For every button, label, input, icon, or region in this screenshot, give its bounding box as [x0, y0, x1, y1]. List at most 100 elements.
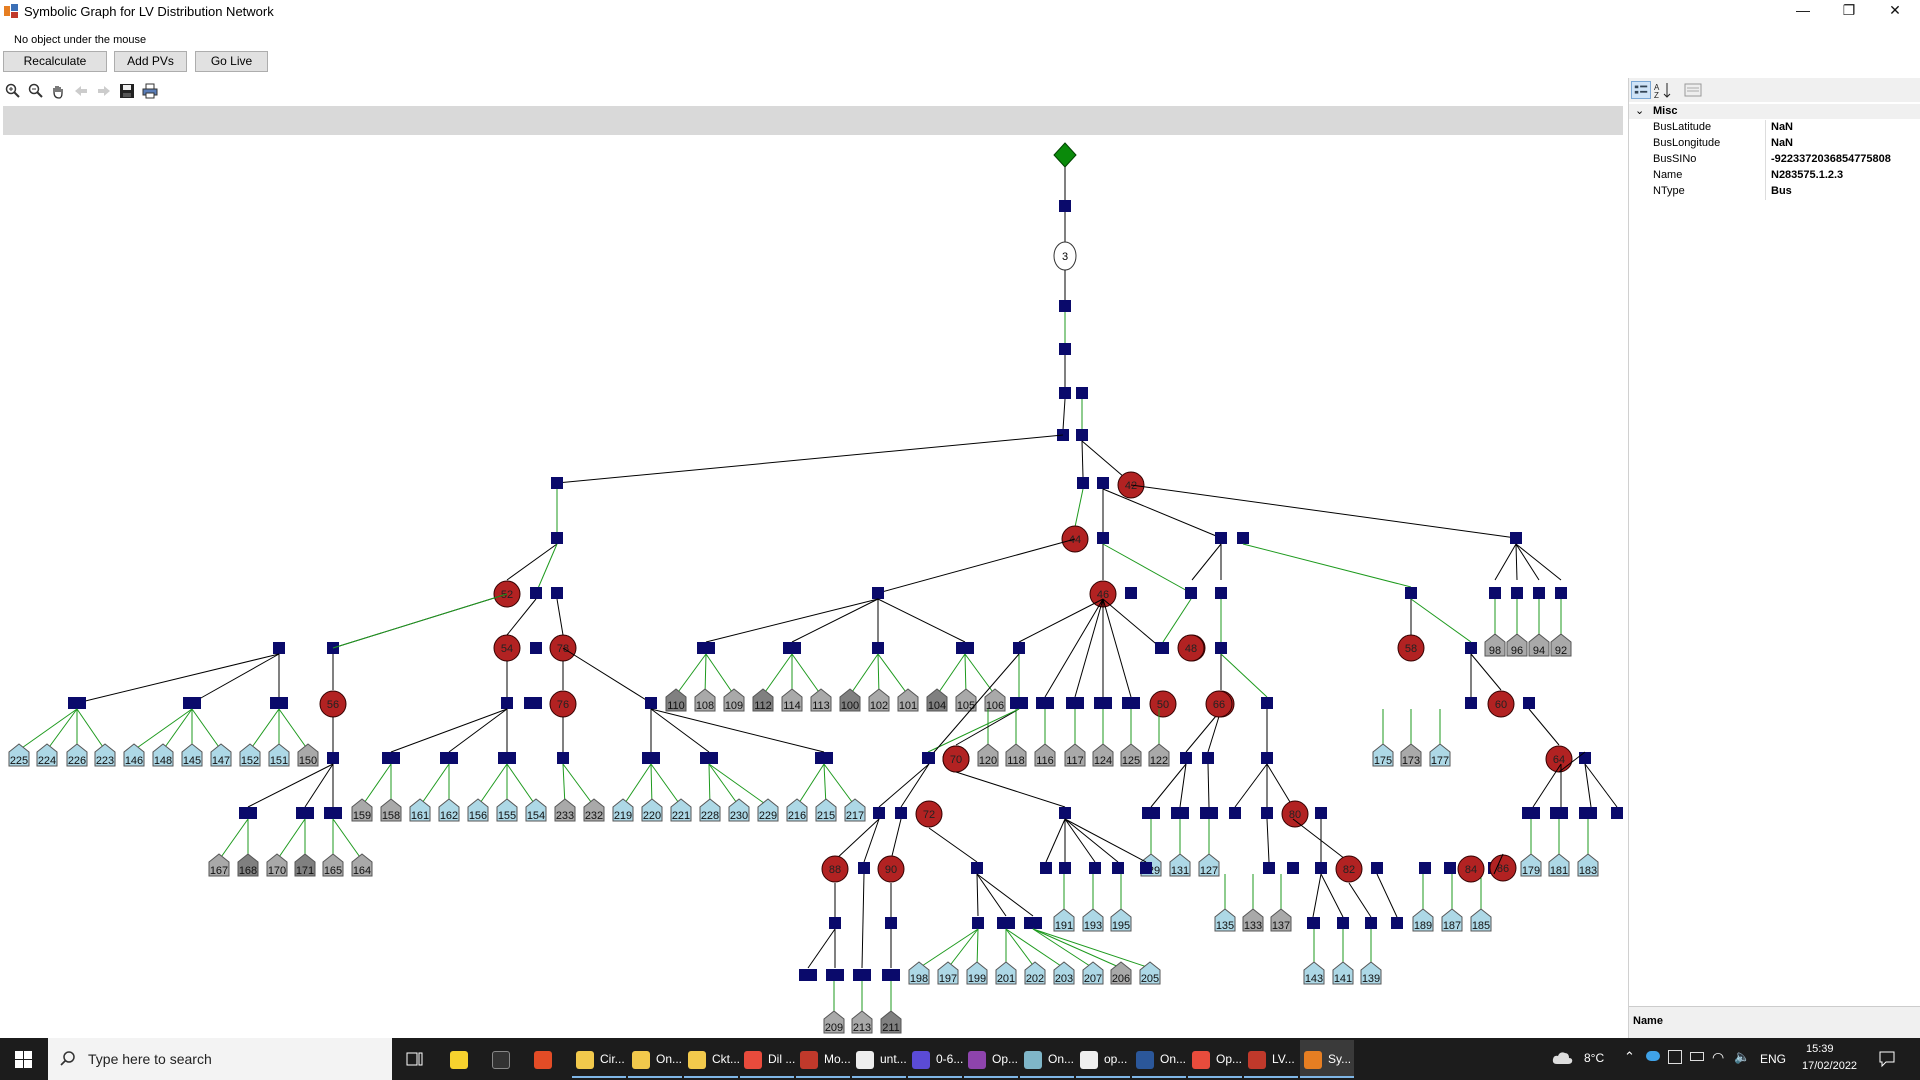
leaf-node[interactable] — [237, 853, 259, 877]
bus-node[interactable] — [829, 917, 841, 929]
bus-node[interactable] — [858, 862, 870, 874]
leaf-node-label[interactable]: 206 — [1112, 973, 1130, 985]
bus-node[interactable] — [783, 642, 801, 654]
leaf-node[interactable] — [880, 1010, 902, 1034]
leaf-node[interactable] — [1577, 853, 1599, 877]
leaf-node-label[interactable]: 170 — [268, 865, 286, 877]
minimize-button[interactable]: — — [1796, 2, 1810, 18]
fault-node-label[interactable]: 90 — [885, 864, 897, 876]
bus-node[interactable] — [1444, 862, 1456, 874]
bus-node[interactable] — [1010, 697, 1028, 709]
leaf-node[interactable] — [181, 743, 203, 767]
property-row[interactable]: BusLatitude NaN — [1629, 120, 1920, 136]
bus-node[interactable] — [1215, 642, 1227, 654]
leaf-node[interactable] — [1470, 908, 1492, 932]
bus-node[interactable] — [882, 969, 900, 981]
leaf-node[interactable] — [641, 798, 663, 822]
bus-node[interactable] — [1059, 343, 1071, 355]
bus-node[interactable] — [923, 752, 935, 764]
bus-node[interactable] — [1365, 917, 1377, 929]
bus-node[interactable] — [1076, 387, 1088, 399]
bus-node[interactable] — [1171, 807, 1189, 819]
notification-icon[interactable] — [1878, 1050, 1896, 1068]
leaf-node[interactable] — [815, 798, 837, 822]
clock-time[interactable]: 15:39 — [1806, 1043, 1834, 1055]
leaf-node[interactable] — [266, 853, 288, 877]
leaf-node[interactable] — [208, 853, 230, 877]
leaf-node-label[interactable]: 156 — [469, 810, 487, 822]
leaf-node-label[interactable]: 224 — [38, 755, 56, 767]
bus-node[interactable] — [1097, 532, 1109, 544]
leaf-node-label[interactable]: 154 — [527, 810, 545, 822]
leaf-node-label[interactable]: 217 — [846, 810, 864, 822]
taskbar-app[interactable]: Op... — [964, 1040, 1018, 1078]
wifi-icon[interactable]: ◠ — [1712, 1049, 1725, 1065]
bus-node[interactable] — [1185, 587, 1197, 599]
leaf-node[interactable] — [984, 688, 1006, 712]
volume-icon[interactable]: 🔈 — [1734, 1049, 1751, 1064]
leaf-node[interactable] — [1053, 961, 1075, 985]
leaf-node[interactable] — [937, 961, 959, 985]
leaf-node[interactable] — [1110, 961, 1132, 985]
leaf-node[interactable] — [496, 798, 518, 822]
leaf-node-label[interactable]: 185 — [1472, 920, 1490, 932]
bus-node[interactable] — [1112, 862, 1124, 874]
leaf-node[interactable] — [1120, 743, 1142, 767]
leaf-node[interactable] — [1034, 743, 1056, 767]
leaf-node-label[interactable]: 193 — [1084, 920, 1102, 932]
leaf-node-label[interactable]: 155 — [498, 810, 516, 822]
leaf-node-label[interactable]: 205 — [1141, 973, 1159, 985]
leaf-node[interactable] — [694, 688, 716, 712]
fault-node-label[interactable]: 50 — [1157, 699, 1169, 711]
leaf-node-label[interactable]: 216 — [788, 810, 806, 822]
taskbar-app[interactable]: Ckt... — [684, 1040, 740, 1078]
bus-node[interactable] — [815, 752, 833, 764]
leaf-node-label[interactable]: 175 — [1374, 755, 1392, 767]
bus-node[interactable] — [68, 697, 86, 709]
leaf-node[interactable] — [810, 688, 832, 712]
bus-node[interactable] — [826, 969, 844, 981]
leaf-node-label[interactable]: 201 — [997, 973, 1015, 985]
leaf-node-label[interactable]: 179 — [1522, 865, 1540, 877]
bus-node[interactable] — [1307, 917, 1319, 929]
leaf-node-label[interactable]: 102 — [870, 700, 888, 712]
leaf-node[interactable] — [786, 798, 808, 822]
leaf-node-label[interactable]: 124 — [1094, 755, 1112, 767]
bus-node[interactable] — [1511, 587, 1523, 599]
leaf-node-label[interactable]: 152 — [241, 755, 259, 767]
property-value[interactable]: -9223372036854775808 — [1771, 153, 1891, 165]
leaf-node-label[interactable]: 94 — [1533, 645, 1545, 657]
bus-node[interactable] — [956, 642, 974, 654]
bus-node[interactable] — [895, 807, 907, 819]
leaf-node[interactable] — [1506, 633, 1528, 657]
leaf-node-label[interactable]: 139 — [1362, 973, 1380, 985]
leaf-node[interactable] — [1053, 908, 1075, 932]
leaf-node[interactable] — [1139, 961, 1161, 985]
leaf-node[interactable] — [670, 798, 692, 822]
fault-node-label[interactable]: 70 — [950, 754, 962, 766]
graph-canvas[interactable]: 3 42 44 46 52 54 78 56 76 225 224 226 223 146 148 145 14… — [3, 135, 1623, 1038]
leaf-node[interactable] — [851, 1010, 873, 1034]
bus-node[interactable] — [1066, 697, 1084, 709]
bus-node[interactable] — [700, 752, 718, 764]
fault-node-label[interactable]: 72 — [923, 809, 935, 821]
bus-node[interactable] — [440, 752, 458, 764]
bus-node[interactable] — [183, 697, 201, 709]
leaf-node-label[interactable]: 143 — [1305, 973, 1323, 985]
leaf-node-label[interactable]: 228 — [701, 810, 719, 822]
leaf-node-label[interactable]: 207 — [1084, 973, 1102, 985]
zoom-in-icon[interactable] — [5, 83, 21, 99]
onedrive-icon[interactable] — [1646, 1051, 1660, 1061]
bus-node[interactable] — [1229, 807, 1241, 819]
leaf-node-label[interactable]: 158 — [382, 810, 400, 822]
fault-node[interactable] — [915, 800, 943, 828]
fault-node[interactable] — [1177, 634, 1205, 662]
leaf-node-label[interactable]: 131 — [1171, 865, 1189, 877]
bus-node[interactable] — [324, 807, 342, 819]
leaf-node-label[interactable]: 203 — [1055, 973, 1073, 985]
fault-node[interactable] — [1487, 690, 1515, 718]
leaf-node-label[interactable]: 110 — [667, 700, 685, 712]
leaf-node[interactable] — [239, 743, 261, 767]
leaf-node-label[interactable]: 191 — [1055, 920, 1073, 932]
property-value[interactable]: NaN — [1771, 121, 1794, 133]
